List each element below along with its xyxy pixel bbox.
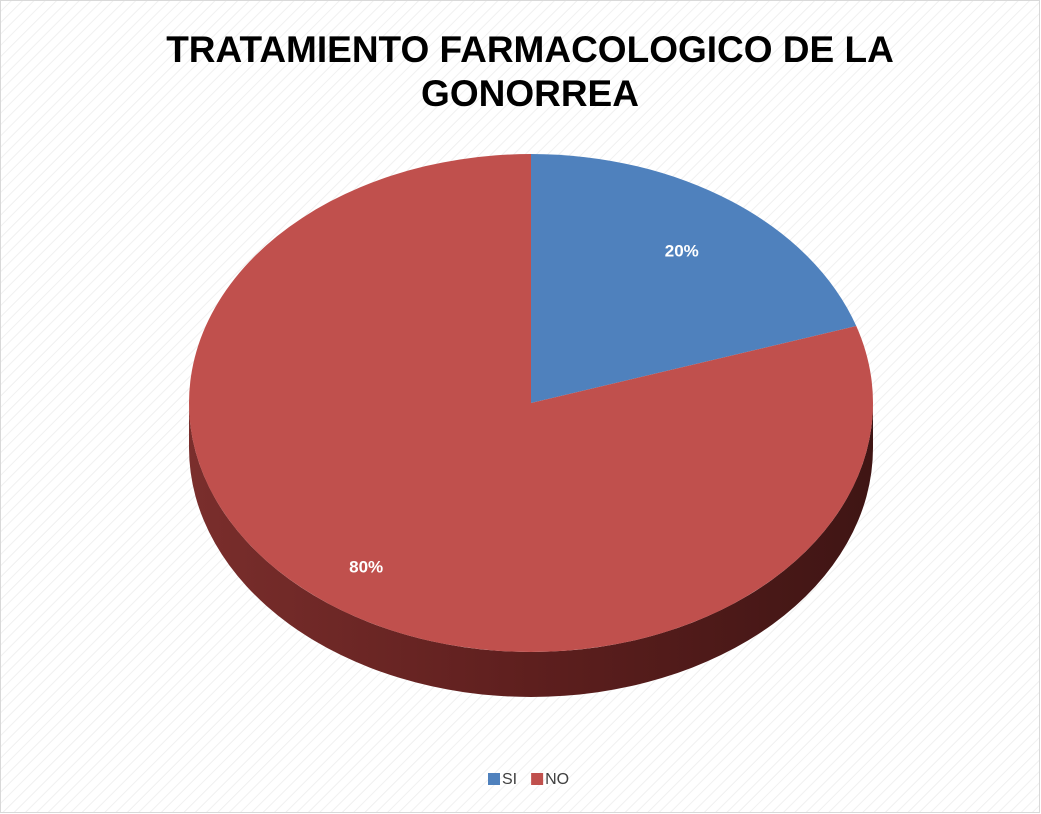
- slice-side: [189, 403, 873, 697]
- data-label: 80%: [349, 558, 383, 577]
- legend-label: NO: [545, 771, 569, 788]
- legend-swatch: [531, 773, 544, 785]
- legend-label: SI: [502, 771, 517, 788]
- data-label: 20%: [665, 241, 699, 260]
- pie: 20% 80%: [188, 154, 873, 697]
- legend: SI NO: [488, 771, 569, 788]
- slice: [188, 154, 873, 653]
- slice: [531, 154, 857, 403]
- legend-swatch: [488, 773, 500, 785]
- chart-title: TRATAMIENTO FARMACOLOGICO DE LA GONORREA: [166, 29, 894, 114]
